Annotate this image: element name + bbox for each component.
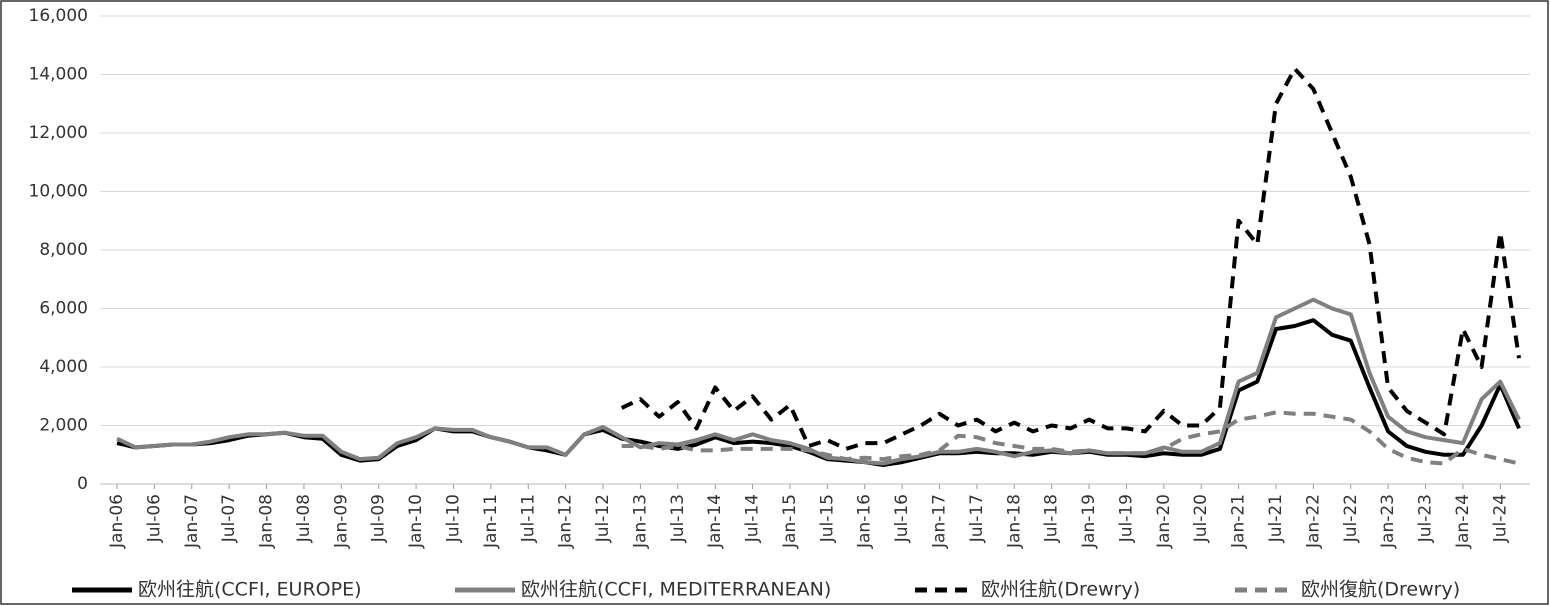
- x-tick-label: Jan-07: [182, 494, 202, 549]
- legend-label: 欧州往航(CCFI, MEDITERRANEAN): [521, 579, 831, 601]
- x-tick-label: Jan-18: [1004, 494, 1024, 549]
- x-tick-label: Jan-10: [406, 494, 426, 549]
- y-tick-label: 10,000: [29, 182, 88, 202]
- x-tick-label: Jan-06: [107, 494, 127, 549]
- x-tick-label: Jul-12: [593, 494, 613, 543]
- x-tick-label: Jul-11: [518, 494, 538, 543]
- x-tick-label: Jan-19: [1079, 494, 1099, 549]
- y-tick-label: 16,000: [29, 6, 88, 26]
- x-tick-label: Jan-15: [780, 494, 800, 549]
- legend-item: 欧州復航(Drewry): [1235, 579, 1460, 601]
- x-tick-label: Jul-16: [892, 494, 912, 543]
- x-tick-label: Jan-20: [1154, 494, 1174, 549]
- x-tick-label: Jul-09: [369, 494, 389, 543]
- x-tick-label: Jul-21: [1266, 494, 1286, 543]
- x-tick-label: Jan-16: [855, 494, 875, 549]
- y-tick-label: 0: [77, 474, 88, 494]
- legend-item: 欧州往航(CCFI, MEDITERRANEAN): [455, 579, 831, 601]
- x-tick-label: Jan-11: [481, 494, 501, 549]
- x-tick-label: Jul-06: [144, 494, 164, 543]
- x-tick-label: Jul-17: [967, 494, 987, 543]
- x-tick-label: Jul-20: [1191, 494, 1211, 543]
- series-line: [116, 297, 1521, 466]
- y-tick-label: 2,000: [39, 416, 88, 436]
- x-tick-label: Jul-10: [443, 494, 463, 543]
- y-tick-label: 8,000: [39, 240, 88, 260]
- x-tick-label: Jul-22: [1341, 494, 1361, 543]
- legend-label: 欧州復航(Drewry): [1301, 579, 1460, 601]
- x-tick-label: Jul-15: [817, 494, 837, 543]
- x-tick-label: Jul-08: [294, 494, 314, 543]
- legend-label: 欧州往航(CCFI, EUROPE): [138, 579, 362, 601]
- x-tick-label: Jul-19: [1116, 494, 1136, 543]
- x-tick-label: Jan-17: [930, 494, 950, 549]
- x-tick-label: Jan-08: [257, 494, 277, 549]
- x-tick-label: Jul-18: [1042, 494, 1062, 543]
- x-tick-label: Jul-13: [668, 494, 688, 543]
- series-line: [620, 66, 1521, 451]
- x-tick-label: Jul-14: [743, 494, 763, 543]
- x-tick-label: Jan-12: [556, 494, 576, 549]
- x-tick-label: Jan-21: [1229, 494, 1249, 549]
- x-tick-label: Jan-14: [705, 494, 725, 549]
- legend-item: 欧州往航(Drewry): [915, 579, 1140, 601]
- x-tick-label: Jul-23: [1416, 494, 1436, 543]
- x-tick-label: Jan-23: [1378, 494, 1398, 549]
- series-line: [621, 410, 1520, 466]
- x-tick-label: Jan-24: [1453, 494, 1473, 549]
- x-tick-label: Jul-07: [219, 494, 239, 543]
- y-tick-label: 6,000: [39, 299, 88, 319]
- legend-item: 欧州往航(CCFI, EUROPE): [72, 579, 362, 601]
- y-tick-label: 14,000: [29, 65, 88, 85]
- y-tick-label: 4,000: [39, 357, 88, 377]
- y-tick-label: 12,000: [29, 123, 88, 143]
- legend-label: 欧州往航(Drewry): [981, 579, 1140, 601]
- x-tick-label: Jan-22: [1303, 494, 1323, 549]
- x-tick-label: Jan-09: [331, 494, 351, 549]
- x-tick-label: Jan-13: [630, 494, 650, 549]
- x-tick-label: Jul-24: [1490, 494, 1510, 543]
